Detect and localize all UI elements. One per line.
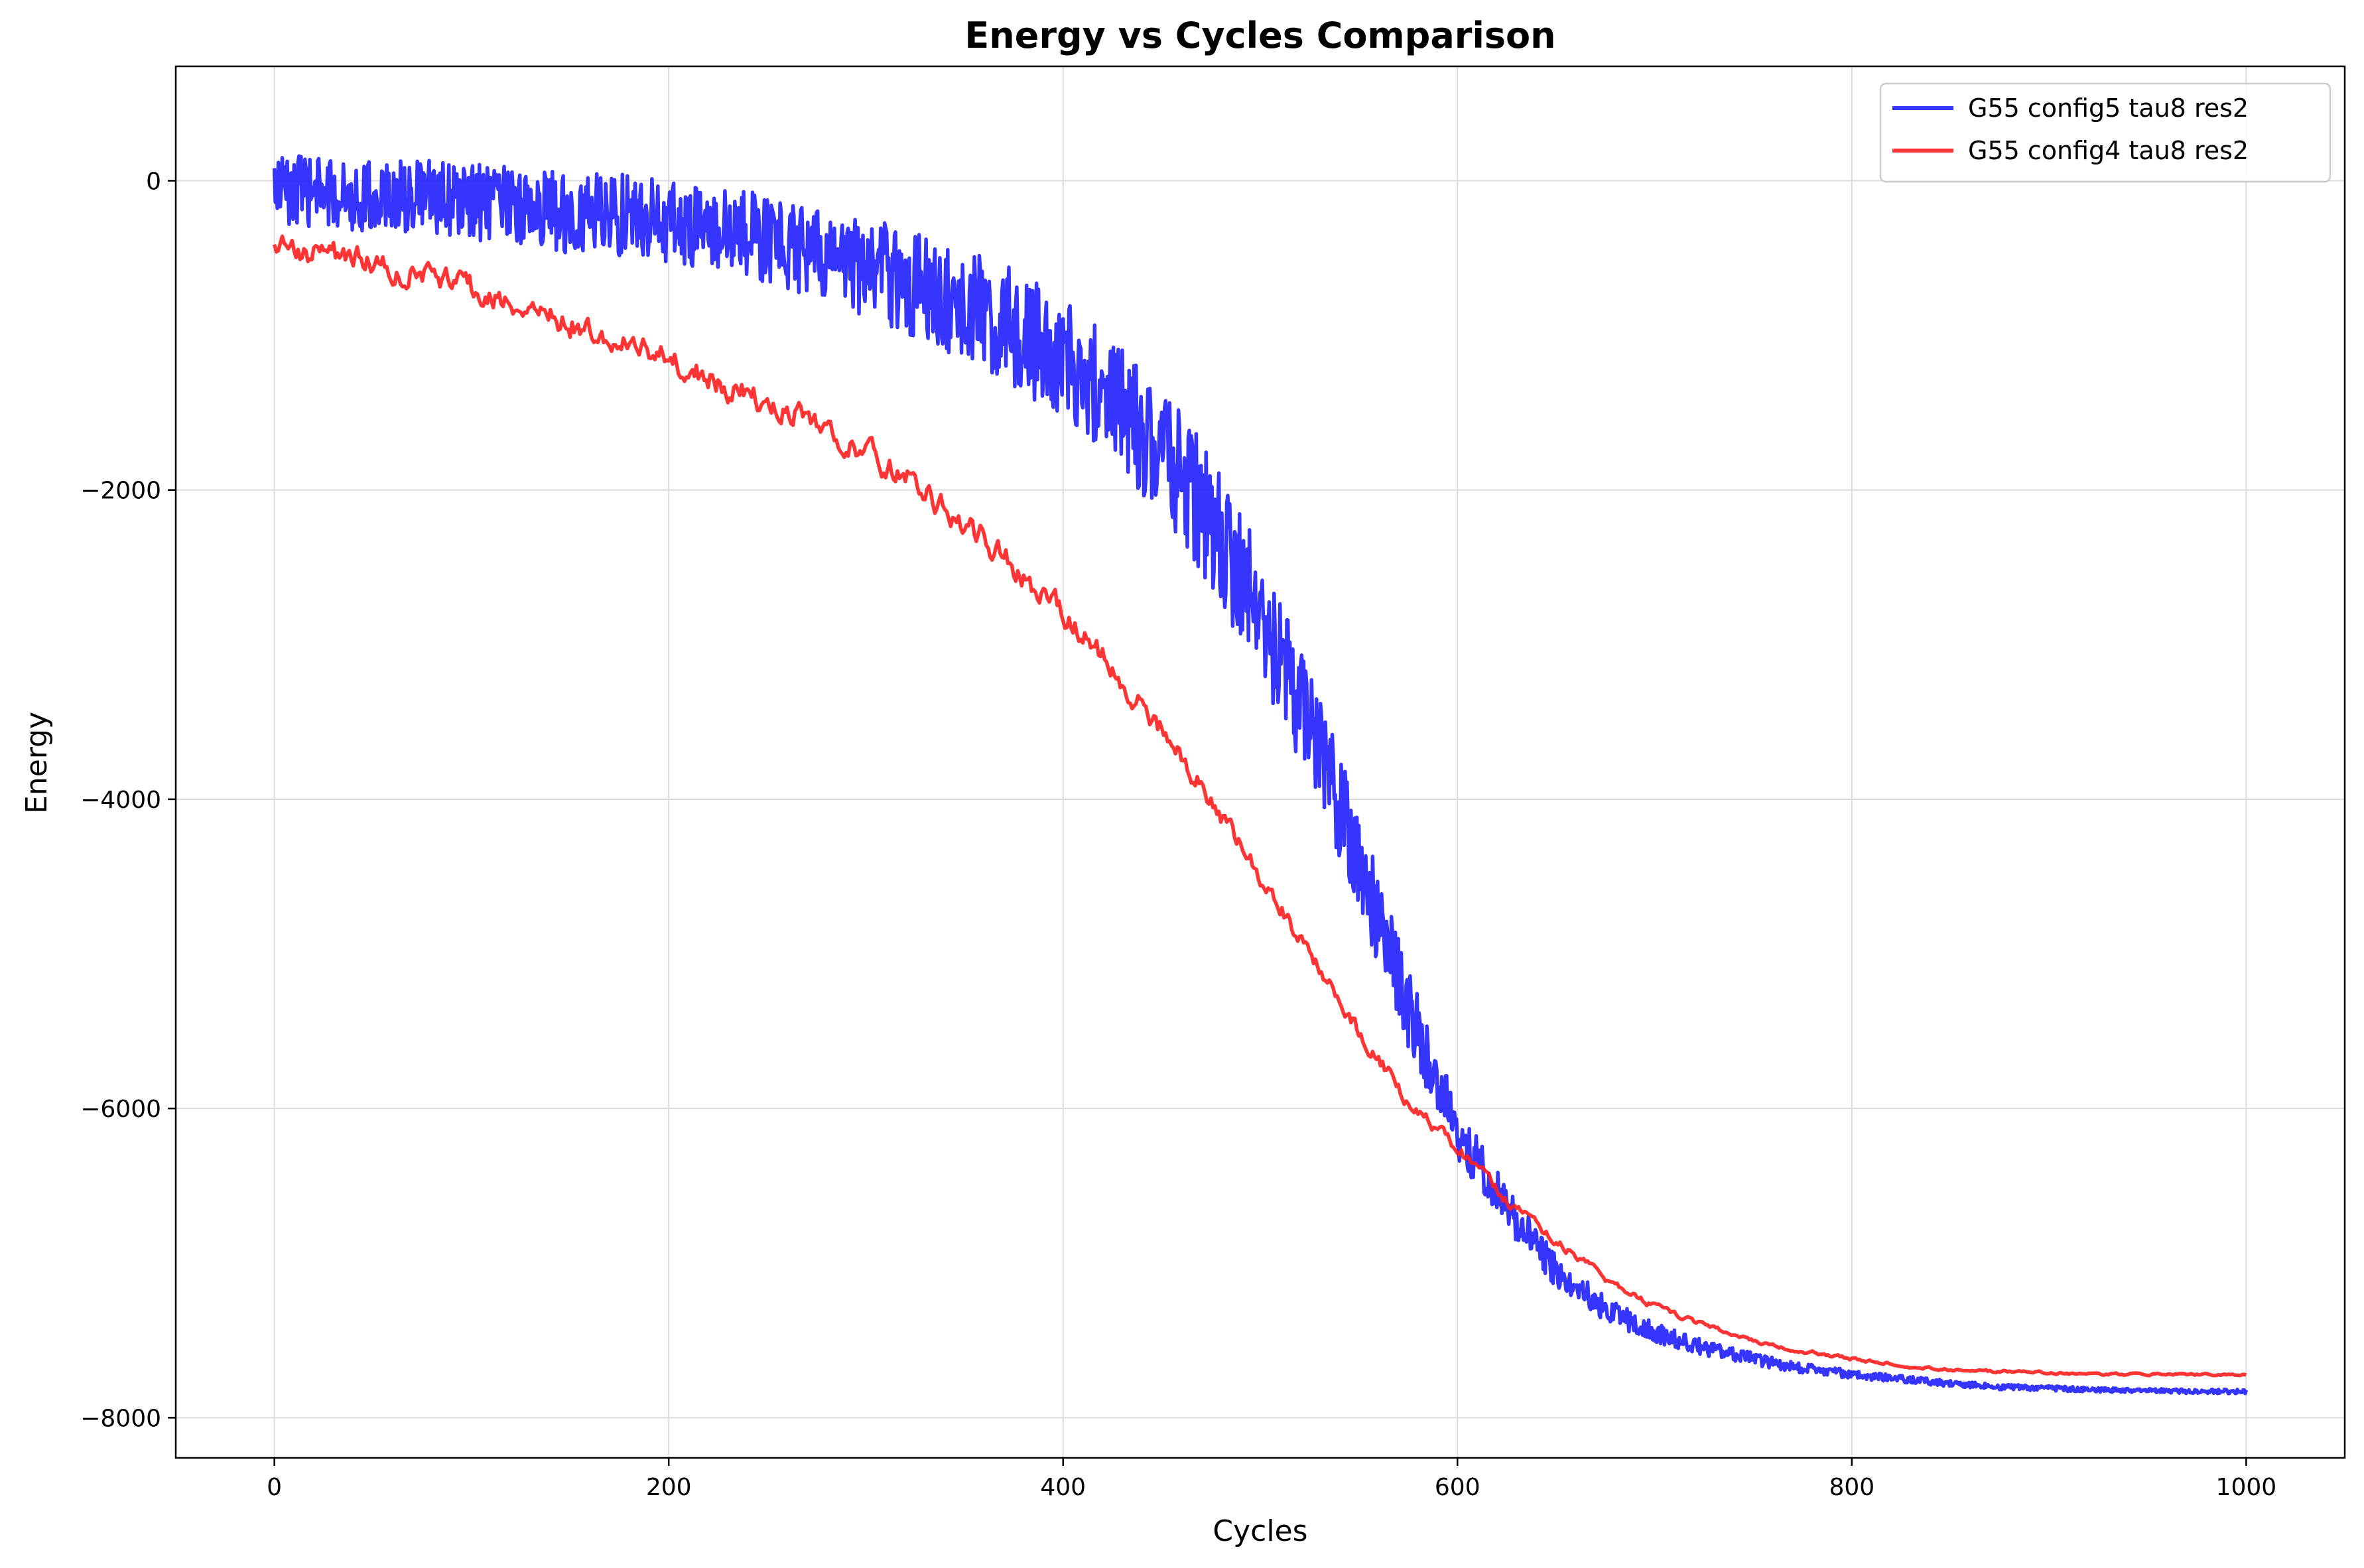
x-tick-label: 400 <box>1040 1474 1086 1501</box>
x-tick-label: 800 <box>1829 1474 1874 1501</box>
axis-ticks: 0 200 400 600 800 1000 0 −2000 −4000 −6000 −8000 <box>80 168 2276 1501</box>
y-tick-label: 0 <box>146 168 161 196</box>
y-axis-label: Energy <box>20 712 54 814</box>
y-tick-label: −8000 <box>80 1405 161 1432</box>
legend-label-1: G55 config5 tau8 res2 <box>1968 94 2249 123</box>
y-tick-label: −2000 <box>80 478 161 505</box>
x-tick-label: 0 <box>267 1474 282 1501</box>
x-tick-label: 200 <box>646 1474 692 1501</box>
y-tick-label: −6000 <box>80 1096 161 1123</box>
plot-series <box>272 154 2249 1396</box>
series-line-2 <box>272 234 2247 1378</box>
y-tick-label: −4000 <box>80 787 161 814</box>
x-tick-label: 1000 <box>2216 1474 2277 1501</box>
legend: G55 config5 tau8 res2 G55 config4 tau8 re… <box>1879 82 2331 183</box>
series-line-1 <box>272 154 2249 1396</box>
legend-box <box>1879 82 2331 183</box>
plot-frame <box>174 65 2346 1459</box>
legend-label-2: G55 config4 tau8 res2 <box>1968 136 2249 165</box>
chart-title: Energy vs Cycles Comparison <box>964 15 1555 56</box>
x-tick-label: 600 <box>1435 1474 1480 1501</box>
x-axis-label: Cycles <box>1213 1514 1307 1548</box>
